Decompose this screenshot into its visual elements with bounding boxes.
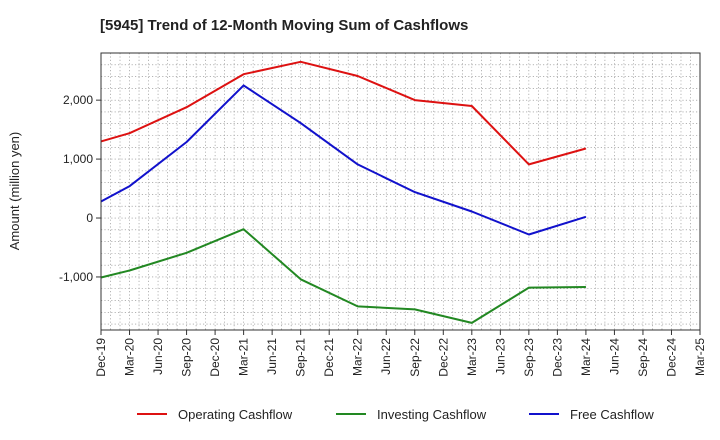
x-tick-label: Mar-23 [465,338,479,376]
x-tick-label: Sep-22 [408,338,422,377]
legend-label: Investing Cashflow [377,407,487,422]
legend: Operating Cashflow Investing Cashflow Free… [137,407,654,422]
series-layer [100,60,587,324]
series-line-1 [100,228,586,324]
x-tick-label: Sep-20 [180,338,194,377]
x-tick-label: Dec-21 [322,338,336,377]
y-tick-label: 2,000 [63,93,93,107]
x-tick-label: Dec-22 [436,338,450,377]
legend-label: Free Cashflow [570,407,654,422]
x-tick-label: Jun-20 [151,338,165,375]
chart-title: [5945] Trend of 12-Month Moving Sum of C… [100,17,468,34]
grid [101,53,700,330]
x-tick-label: Sep-23 [522,338,536,377]
x-tick-label: Dec-19 [94,338,108,377]
x-tick-label: Mar-24 [579,338,593,376]
x-tick-label: Jun-24 [607,338,621,375]
x-tick-label: Sep-24 [636,338,650,377]
x-tick-label: Jun-22 [379,338,393,375]
x-tick-label: Mar-20 [123,338,137,376]
y-tick-label: 0 [86,211,93,225]
series-line-0 [100,60,587,166]
series-line-2 [100,84,587,236]
x-axis-ticks: Dec-19 Mar-20 Jun-20 Sep-20 Dec-20 Mar-21 Jun-… [94,330,707,377]
plot-frame [100,52,701,331]
x-tick-label: Mar-25 [693,338,707,376]
x-tick-label: Dec-24 [664,338,678,377]
x-tick-label: Sep-21 [294,338,308,377]
x-tick-label: Mar-21 [237,338,251,376]
y-tick-label: 1,000 [63,152,93,166]
y-axis-ticks: -1,000 0 1,000 2,000 [59,93,101,284]
legend-label: Operating Cashflow [178,407,293,422]
x-tick-label: Dec-20 [208,338,222,377]
x-tick-label: Mar-22 [351,338,365,376]
x-tick-label: Dec-23 [550,338,564,377]
y-tick-label: -1,000 [59,270,93,284]
y-axis-label: Amount (million yen) [7,132,22,251]
x-tick-label: Jun-21 [265,338,279,375]
x-tick-label: Jun-23 [493,338,507,375]
